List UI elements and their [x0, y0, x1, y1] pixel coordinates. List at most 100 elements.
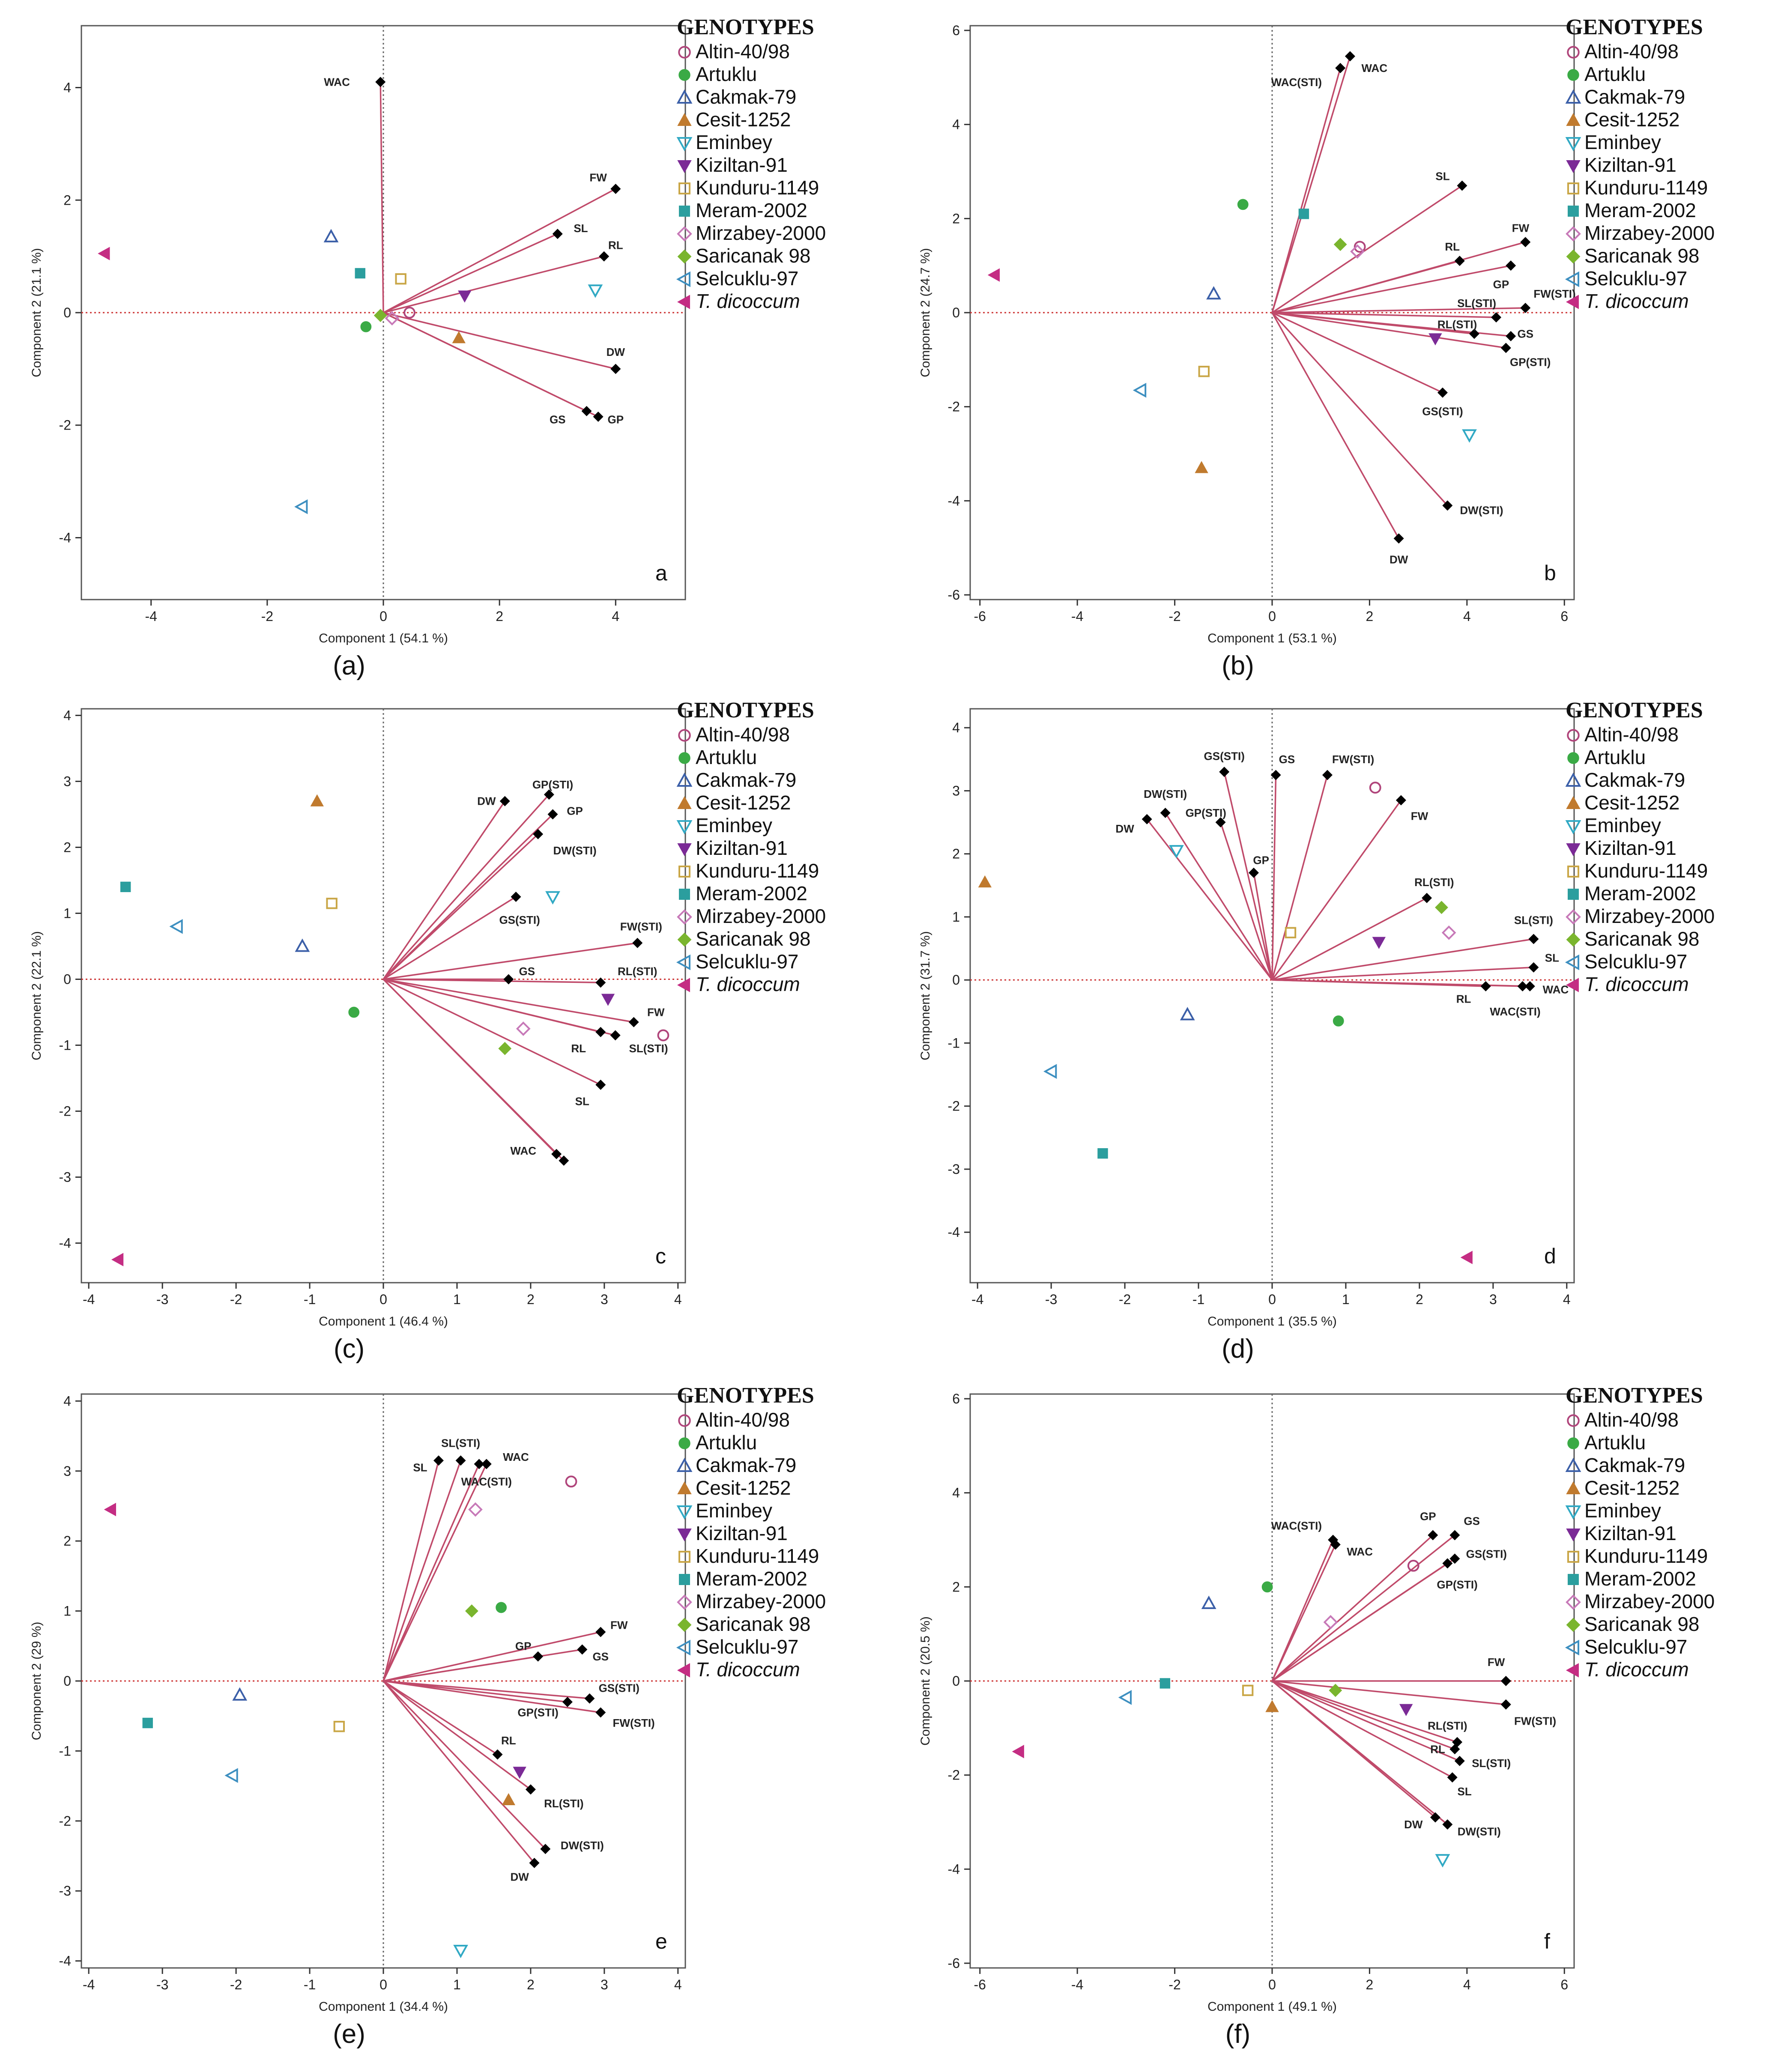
loading-label: GS(STI) [599, 1681, 639, 1694]
loading-label: GP(STI) [1510, 355, 1551, 368]
loading-point [595, 1027, 606, 1037]
loading-label: DW [477, 795, 496, 808]
loading-label: FW(STI) [1533, 287, 1575, 300]
loading-vector-RL [383, 1680, 498, 1756]
loading-point [1528, 962, 1539, 973]
loading-vector-DW [382, 1680, 535, 1863]
legend-item-label: Meram-2002 [1584, 882, 1696, 905]
genotype-point [1180, 1007, 1195, 1021]
loading-point [1422, 893, 1432, 903]
loading-point [1449, 1530, 1460, 1541]
legend-marker [1568, 889, 1579, 900]
loading-label: GS(STI) [1204, 749, 1245, 762]
loading-vector-GP [1272, 265, 1511, 313]
legend-item-label: Cakmak-79 [696, 86, 796, 108]
legend-item-label: Cakmak-79 [1584, 769, 1685, 791]
genotype-point [987, 268, 1000, 282]
loading-label: GS [1518, 327, 1534, 340]
loading-point [529, 1857, 540, 1868]
panel-b: -6 -4 -2 0 2 4 6 -6 -4 -2 0 2 4 6 Component 1 (53.1 %)… [918, 15, 1715, 681]
legend-marker [1566, 295, 1579, 309]
loading-vector-GS(STI) [1272, 312, 1443, 394]
loading-point [577, 1644, 588, 1655]
y-tick-label: 2 [952, 1579, 960, 1594]
loading-vector-WAC2 [382, 979, 565, 1161]
genotype-point [1428, 333, 1442, 346]
loading-vector-FW [383, 1631, 601, 1682]
loading-point [1430, 1812, 1440, 1823]
loading-point [1442, 1819, 1453, 1830]
legend-item-label: Altin-40/98 [1584, 1409, 1679, 1431]
legend-item-label: Saricanak 98 [696, 928, 811, 950]
y-tick-label: 2 [952, 211, 960, 226]
loading-label: FW [610, 1618, 628, 1631]
loading-label: FW [1488, 1656, 1505, 1669]
y-tick-label: -1 [59, 1743, 71, 1759]
x-tick-label: -3 [156, 1977, 168, 1992]
legend-title: GENOTYPES [677, 698, 814, 723]
loading-label: RL(STI) [1437, 318, 1477, 331]
legend-item-label: Kunduru-1149 [1584, 176, 1708, 199]
loading-label: WAC(STI) [461, 1475, 512, 1488]
loading-vector-GS [1271, 775, 1277, 980]
x-tick-label: 2 [496, 609, 503, 624]
legend-marker [677, 978, 690, 992]
legend-marker [1566, 932, 1581, 947]
legend-item-label: Saricanak 98 [1584, 1613, 1700, 1635]
loading-point [1454, 256, 1465, 266]
loading-label: GS [519, 965, 535, 978]
y-tick-label: 3 [63, 1463, 71, 1479]
legend-item-label: Kiziltan-91 [1584, 154, 1676, 176]
loading-point [1520, 303, 1531, 313]
legend-item-label: Saricanak 98 [696, 245, 811, 267]
legend-item-label: Mirzabey-2000 [696, 905, 826, 927]
legend-marker [679, 206, 690, 217]
legend-item-label: Meram-2002 [696, 882, 807, 905]
legend-item-label: Artuklu [696, 63, 757, 85]
legend-item-label: Cesit-1252 [696, 108, 791, 131]
y-tick-label: -4 [59, 1953, 71, 1969]
x-tick-label: -1 [1192, 1292, 1204, 1307]
y-tick-label: 0 [952, 972, 960, 988]
legend-item-label: Kiziltan-91 [696, 154, 788, 176]
loading-vector-GS [383, 1648, 583, 1682]
genotype-point [516, 1021, 531, 1036]
genotype-point [468, 1502, 483, 1517]
legend-item-label: T. dicoccum [696, 973, 800, 995]
legend-marker [1565, 271, 1579, 287]
loading-point [544, 789, 554, 800]
legend-title: GENOTYPES [677, 15, 814, 39]
legend-item-label: Meram-2002 [696, 199, 807, 221]
loading-point [581, 406, 592, 416]
loading-label: DW(STI) [1458, 1825, 1501, 1838]
genotype-point [465, 1604, 478, 1618]
genotype-point [142, 1717, 153, 1729]
legend-marker [1567, 1551, 1579, 1563]
y-tick-label: -3 [948, 1161, 960, 1177]
loading-vector-SL [1272, 185, 1463, 313]
genotype-point [1265, 1700, 1279, 1712]
genotype-point [1285, 927, 1297, 938]
y-tick-label: 2 [952, 846, 960, 862]
legend-marker [676, 137, 693, 152]
loading-vector-DW(STI) [382, 1680, 546, 1850]
legend-marker [1567, 182, 1579, 194]
legend-item-label: T. dicoccum [696, 1658, 800, 1681]
genotype-point [1462, 429, 1477, 443]
loading-vector-SL [383, 233, 558, 313]
legend-item-label: Selcuklu-97 [1584, 950, 1687, 973]
genotype-point [1407, 1560, 1419, 1572]
loading-label: GP(STI) [1437, 1578, 1477, 1591]
legend-marker [677, 1481, 692, 1494]
x-tick-label: -4 [83, 1292, 95, 1307]
x-tick-label: 1 [1342, 1292, 1350, 1307]
panel-caption: (a) [333, 651, 365, 681]
y-axis-label: Component 2 (20.5 %) [918, 1616, 932, 1746]
loading-label: SL [1545, 952, 1559, 964]
loading-point [595, 1707, 606, 1718]
legend-item-label: Mirzabey-2000 [1584, 1590, 1715, 1612]
genotype-point [98, 247, 110, 260]
loading-label: SL [574, 222, 588, 235]
legend-marker [677, 226, 692, 242]
